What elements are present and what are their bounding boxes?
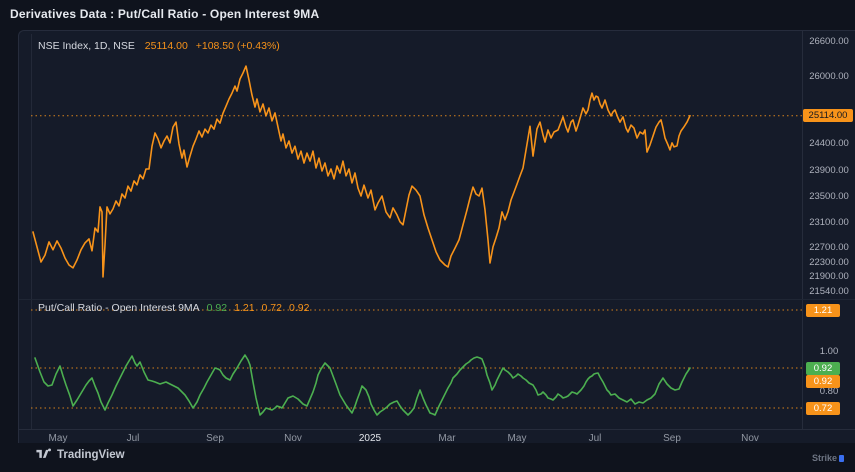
time-axis-label: Nov [727, 433, 773, 444]
indicator-level-badge: 1.21 [806, 304, 840, 317]
page-title: Derivatives Data : Put/Call Ratio - Open… [10, 7, 319, 21]
indicator-level-badge: 0.72 [806, 402, 840, 415]
indicator-tick-label: 0.80 [805, 386, 853, 397]
time-axis-label: May [35, 433, 81, 444]
plot-left-border [31, 34, 32, 429]
price-scale-border [802, 31, 803, 429]
indicator-value: 0.72 [262, 302, 282, 314]
indicator-level-badge: 0.92 [806, 375, 840, 388]
price-tick-label: 21900.00 [805, 271, 853, 282]
pane-separator[interactable] [19, 299, 855, 300]
tradingview-window: Derivatives Data : Put/Call Ratio - Open… [0, 0, 855, 472]
tradingview-logo-link[interactable]: TradingView [36, 448, 125, 461]
indicator-legend[interactable]: Put/Call Ratio - Open Interest 9MA 0.92 1.… [38, 302, 309, 314]
time-axis-label: 2025 [347, 433, 393, 444]
price-tick-label: 22700.00 [805, 242, 853, 253]
last-price-badge: 25114.00 [803, 109, 853, 122]
price-change-value: +108.50 (+0.43%) [196, 40, 280, 52]
price-tick-label: 23900.00 [805, 165, 853, 176]
last-price-value: 25114.00 [145, 40, 188, 52]
indicator-title: Put/Call Ratio - Open Interest 9MA [38, 302, 200, 314]
price-tick-label: 24400.00 [805, 138, 853, 149]
time-axis-label: Sep [192, 433, 238, 444]
time-axis-label: Nov [270, 433, 316, 444]
watermark-icon [839, 455, 844, 462]
indicator-level-badge: 0.92 [806, 362, 840, 375]
time-axis-label: Jul [110, 433, 156, 444]
time-scale-border [19, 429, 855, 430]
time-axis-label: Jul [572, 433, 618, 444]
time-axis-label: May [494, 433, 540, 444]
symbol-title: NSE Index, 1D, NSE [38, 40, 135, 52]
price-tick-label: 26000.00 [805, 71, 853, 82]
main-chart-legend[interactable]: NSE Index, 1D, NSE 25114.00 +108.50 (+0.… [38, 40, 280, 52]
strike-watermark: Strike [812, 453, 844, 463]
price-tick-label: 23100.00 [805, 217, 853, 228]
time-axis-label: Mar [424, 433, 470, 444]
price-tick-label: 21540.00 [805, 286, 853, 297]
indicator-value: 0.92 [289, 302, 309, 314]
indicator-value: 0.92 [207, 302, 227, 314]
price-tick-label: 26600.00 [805, 36, 853, 47]
time-axis-label: Sep [649, 433, 695, 444]
watermark-label: Strike [812, 453, 837, 463]
indicator-value: 1.21 [234, 302, 254, 314]
indicator-tick-label: 1.00 [805, 346, 853, 357]
price-tick-label: 23500.00 [805, 191, 853, 202]
tradingview-label: TradingView [57, 449, 125, 461]
tradingview-icon [36, 448, 51, 461]
price-tick-label: 22300.00 [805, 257, 853, 268]
chart-card[interactable] [18, 30, 855, 443]
